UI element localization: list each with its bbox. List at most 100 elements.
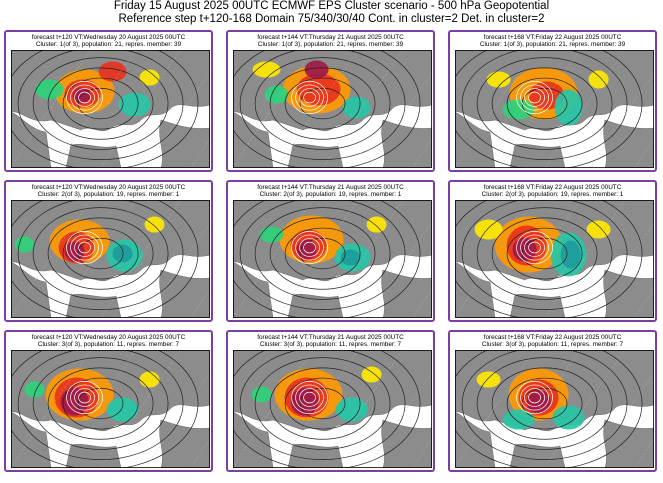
- page-subtitle: Reference step t+120-168 Domain 75/340/3…: [118, 13, 545, 25]
- graticule-line: [455, 200, 536, 318]
- geopotential-contour: [506, 77, 583, 130]
- graticule-line: [412, 438, 432, 468]
- anomaly-shading: [64, 241, 85, 262]
- graticule-line: [145, 222, 210, 318]
- anomaly-shading: [366, 216, 387, 233]
- anomaly-shading: [304, 60, 329, 79]
- low-center-contour: [520, 384, 549, 411]
- low-center-contour: [528, 241, 541, 254]
- graticule-line: [100, 350, 182, 468]
- graticule-line: [589, 372, 654, 468]
- low-center-contour: [78, 91, 91, 104]
- graticule-line: [145, 72, 210, 168]
- cluster-panel: forecast t+144 VT:Thursday 21 August 202…: [226, 30, 435, 172]
- graticule-line: [499, 350, 581, 468]
- land-mass: [11, 411, 52, 468]
- graticule-line: [277, 200, 359, 318]
- geopotential-contour: [254, 357, 391, 450]
- geopotential-contour: [32, 57, 169, 150]
- graticule-line: [412, 288, 432, 318]
- land-mass: [287, 294, 344, 318]
- graticule-line: [499, 50, 581, 168]
- geopotential-contour: [47, 67, 154, 140]
- land-mass: [233, 111, 274, 168]
- anomaly-shading: [112, 244, 133, 263]
- land-mass: [381, 419, 432, 468]
- geopotential-contour: [299, 87, 346, 120]
- graticule-line: [544, 50, 626, 168]
- graticule-line: [634, 438, 654, 468]
- anomaly-shading: [552, 405, 585, 430]
- low-center-contour: [299, 388, 320, 407]
- graticule-line: [11, 350, 92, 468]
- graticule-line: [11, 50, 92, 168]
- graticule-line: [233, 200, 314, 318]
- low-center-contour: [291, 81, 328, 115]
- graticule-line: [55, 50, 137, 168]
- graticule-line: [55, 200, 137, 318]
- panel-title: forecast t+144 VT:Thursday 21 August 202…: [257, 34, 404, 41]
- low-center-contour: [295, 234, 324, 261]
- land-mass: [287, 444, 344, 468]
- anomaly-shading: [60, 387, 89, 416]
- geopotential-contour: [17, 50, 184, 160]
- graticule-line: [322, 200, 404, 318]
- geopotential-contour: [284, 227, 361, 280]
- low-center-contour: [303, 241, 316, 254]
- graticule-line: [634, 138, 654, 168]
- low-center-contour: [299, 238, 320, 257]
- panel-subtitle: Cluster: 2(of 3), population: 19, repres…: [259, 191, 402, 198]
- geopotential-contour: [17, 350, 184, 460]
- low-center-contour: [70, 84, 99, 111]
- land-mass: [509, 444, 566, 468]
- geopotential-contour: [491, 67, 598, 140]
- geopotential-contour: [11, 50, 199, 168]
- anomaly-shading: [340, 249, 361, 266]
- anomaly-shading: [361, 366, 382, 383]
- land-mass: [381, 269, 432, 318]
- low-center-contour: [295, 84, 324, 111]
- geopotential-contour: [506, 377, 583, 430]
- land-mass: [159, 419, 210, 468]
- geopotential-contour: [284, 77, 361, 130]
- anomaly-shading: [14, 236, 35, 253]
- geopotential-contour: [47, 367, 154, 440]
- low-center-contour: [520, 84, 549, 111]
- geopotential-contour: [233, 50, 421, 168]
- geopotential-contour: [455, 350, 643, 468]
- graticule-line: [455, 350, 536, 468]
- low-center-contour: [295, 384, 324, 411]
- geopotential-contour: [62, 377, 139, 430]
- land-mass: [65, 444, 122, 468]
- cluster-panel: forecast t+168 VT:Friday 22 August 2025 …: [448, 30, 657, 172]
- panel-subtitle: Cluster: 1(of 3), population: 21, repres…: [35, 41, 182, 48]
- panel-title: forecast t+120 VT:Wednesday 20 August 20…: [31, 334, 186, 341]
- panel-subtitle: Cluster: 1(of 3), population: 21, repres…: [257, 41, 404, 48]
- graticule-line: [589, 72, 654, 168]
- geopotential-map: [233, 350, 432, 468]
- page-title: Friday 15 August 2025 00UTC ECMWF EPS Cl…: [113, 0, 550, 12]
- land-mass: [455, 261, 496, 318]
- land-mass: [233, 261, 274, 318]
- land-mass: [509, 294, 566, 318]
- anomaly-shading: [259, 226, 284, 243]
- geopotential-contour: [11, 350, 199, 468]
- graticule-line: [100, 200, 182, 318]
- cluster-panel: forecast t+120 VT:Wednesday 20 August 20…: [4, 180, 213, 322]
- geopotential-contour: [299, 237, 346, 270]
- graticule-line: [544, 200, 626, 318]
- geopotential-contour: [77, 87, 124, 120]
- graticule-line: [277, 50, 359, 168]
- anomaly-shading: [588, 70, 609, 89]
- cluster-panel: forecast t+168 VT:Friday 22 August 2025 …: [448, 330, 657, 472]
- anomaly-shading: [586, 220, 611, 239]
- geopotential-contour: [62, 227, 139, 280]
- low-center-contour: [291, 381, 328, 415]
- anomaly-shading: [335, 397, 368, 422]
- geopotential-contour: [284, 377, 361, 430]
- geopotential-contour: [491, 367, 598, 440]
- graticule-line: [233, 50, 314, 168]
- anomaly-shading: [139, 69, 160, 86]
- panel-title: forecast t+120 VT:Wednesday 20 August 20…: [31, 184, 186, 191]
- graticule-line: [190, 438, 210, 468]
